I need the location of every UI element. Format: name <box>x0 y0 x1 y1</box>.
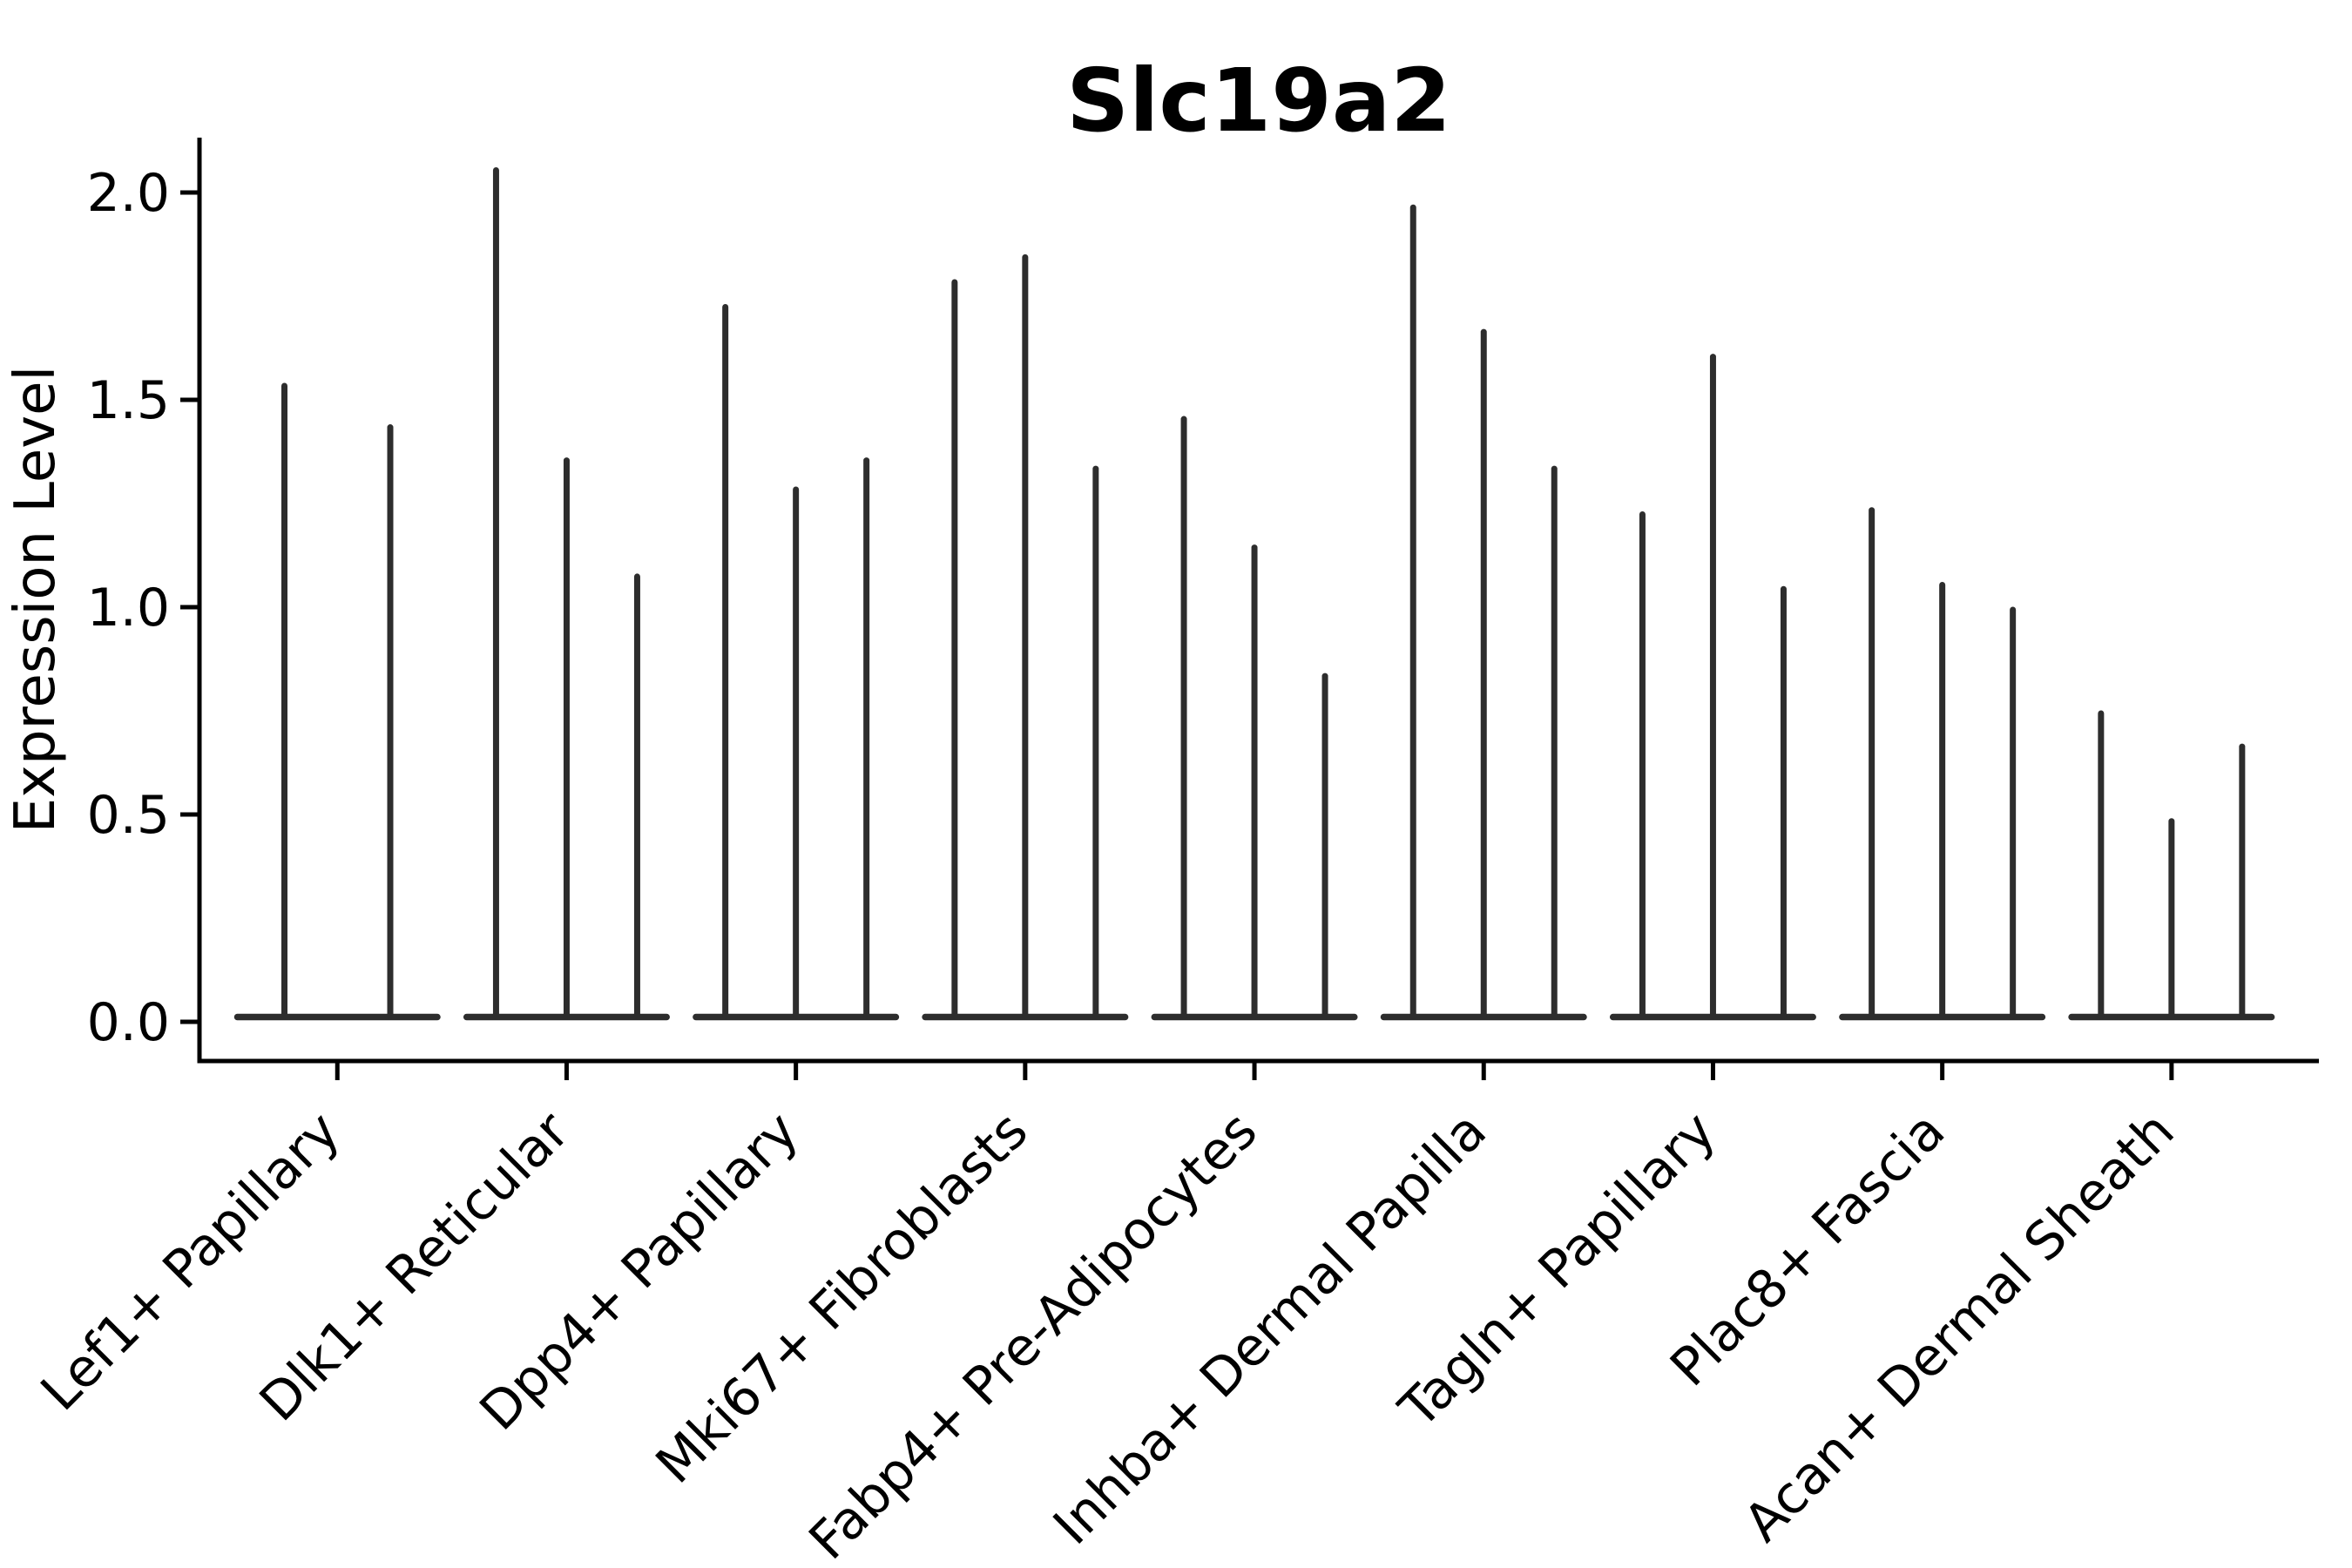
x-tick-label: Fabp4+ Pre-Adipocytes <box>798 1100 1269 1568</box>
x-tick-label: Acan+ Dermal Sheath <box>1733 1100 2186 1554</box>
y-tick-label: 1.0 <box>87 578 170 639</box>
x-tick-label: Mki67+ Fibroblasts <box>645 1100 1040 1496</box>
x-tick-label: Inhba+ Dermal Papilla <box>1042 1100 1498 1557</box>
y-tick-label: 0.5 <box>87 785 170 846</box>
y-tick-label: 2.0 <box>87 163 170 224</box>
violin-base <box>233 1013 441 1021</box>
y-tick-label: 1.5 <box>87 370 170 431</box>
y-axis-label: Expression Level <box>3 366 68 834</box>
chart-title: Slc19a2 <box>1066 50 1451 152</box>
y-axis-ticks: 0.0 0.5 1.0 1.5 2.0 <box>87 163 199 1053</box>
axes <box>197 138 2319 1064</box>
y-tick-label: 0.0 <box>87 992 170 1053</box>
violins <box>233 166 2275 1021</box>
